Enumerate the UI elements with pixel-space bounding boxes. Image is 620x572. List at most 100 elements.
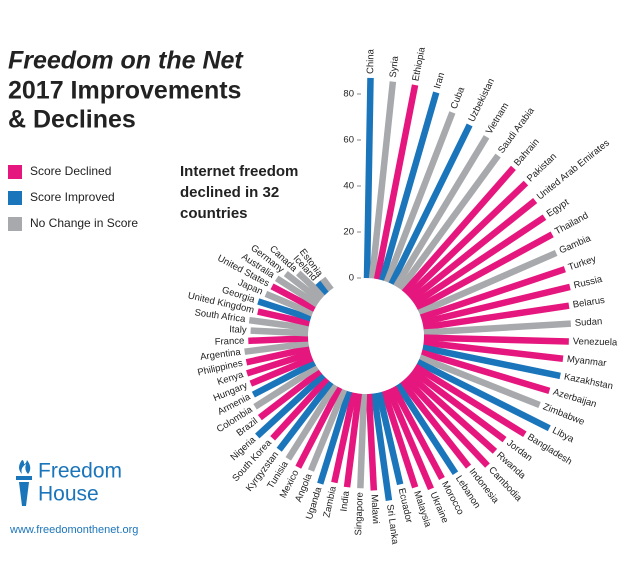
- category-label: Malawi: [369, 494, 381, 524]
- bar: [296, 270, 326, 299]
- bar: [274, 275, 320, 308]
- bar: [276, 380, 334, 452]
- annotation-line: declined in 32: [180, 184, 279, 201]
- category-label: Argentina: [200, 347, 242, 363]
- bar: [370, 392, 393, 501]
- bar: [257, 308, 311, 327]
- bar: [363, 77, 374, 279]
- category-label: Myanmar: [566, 354, 607, 369]
- category-label: Italy: [229, 324, 247, 336]
- bar: [368, 81, 397, 279]
- bar: [409, 198, 538, 303]
- bar: [407, 372, 498, 454]
- category-label: Syria: [388, 55, 401, 78]
- bar: [375, 391, 404, 486]
- bar: [245, 345, 311, 366]
- category-label: Sudan: [574, 316, 602, 329]
- category-label: Iran: [432, 71, 447, 90]
- legend-label: No Change in Score: [30, 216, 138, 230]
- bar: [421, 283, 571, 326]
- category-label: Singapore: [353, 492, 366, 536]
- category-label: Cuba: [449, 85, 468, 111]
- bar: [419, 266, 566, 321]
- bar: [317, 390, 352, 485]
- bar: [251, 359, 317, 398]
- bar: [357, 393, 368, 489]
- bar: [403, 376, 490, 468]
- category-label: France: [215, 336, 245, 348]
- category-label: India: [339, 490, 353, 513]
- bar: [257, 298, 312, 322]
- legend-label: Score Declined: [30, 164, 111, 178]
- logo-icon: [16, 460, 32, 506]
- bar: [373, 84, 419, 280]
- bar: [413, 363, 527, 438]
- bar: [343, 393, 362, 488]
- y-tick-label: 40: [343, 181, 354, 192]
- category-label: Gambia: [558, 233, 594, 257]
- bar: [250, 327, 309, 337]
- category-label: Egypt: [545, 197, 572, 220]
- bar: [412, 214, 547, 307]
- bar: [270, 283, 317, 312]
- bar: [418, 354, 541, 409]
- bar: [423, 339, 564, 362]
- y-tick-label: 0: [349, 273, 354, 284]
- bar: [410, 368, 507, 443]
- bar: [405, 180, 529, 299]
- bar: [253, 364, 319, 410]
- bar: [255, 372, 326, 439]
- bar: [380, 390, 419, 489]
- legend-swatch: [8, 217, 22, 231]
- bar: [315, 280, 330, 296]
- logo-text: Freedom: [38, 460, 122, 483]
- bar: [246, 350, 312, 377]
- category-label: Kazakhstan: [563, 371, 614, 392]
- bar: [365, 393, 378, 491]
- bar: [257, 368, 323, 421]
- bar: [390, 385, 445, 481]
- category-label: Vietnam: [484, 101, 511, 136]
- bar: [307, 388, 348, 472]
- url: www.freedomonthenet.org: [9, 524, 138, 536]
- annotation-line: Internet freedom: [180, 163, 298, 180]
- bar: [417, 249, 558, 316]
- category-label: Venezuela: [573, 336, 618, 348]
- bar: [415, 231, 554, 312]
- bar: [420, 349, 551, 394]
- bar: [416, 359, 551, 432]
- bar: [244, 340, 309, 355]
- category-label: Sri Lanka: [384, 504, 401, 546]
- legend-swatch: [8, 191, 22, 205]
- bar: [248, 316, 309, 332]
- bar: [283, 270, 323, 303]
- category-label: Libya: [550, 425, 576, 445]
- bar: [320, 276, 334, 292]
- category-label: Turkey: [567, 254, 598, 274]
- annotation-line: countries: [180, 205, 248, 222]
- bar: [401, 165, 516, 295]
- bar: [383, 111, 456, 284]
- category-label: Belarus: [572, 295, 606, 311]
- bar: [422, 344, 561, 380]
- bar: [423, 334, 569, 345]
- bar: [331, 392, 357, 484]
- y-tick-label: 20: [343, 227, 354, 238]
- bar: [394, 382, 459, 476]
- logo-text: House: [38, 483, 99, 506]
- bar: [399, 379, 472, 469]
- category-label: Russia: [573, 274, 605, 292]
- bar: [388, 123, 473, 286]
- legend-label: Score Improved: [30, 190, 115, 204]
- bar: [397, 153, 501, 292]
- category-label: Ethiopia: [410, 46, 428, 83]
- bar: [393, 135, 490, 289]
- bar: [248, 335, 309, 345]
- legend-swatch: [8, 165, 22, 179]
- bar: [295, 386, 343, 469]
- bar: [264, 290, 314, 317]
- title-line: & Declines: [8, 106, 136, 134]
- title-line: 2017 Improvements: [8, 77, 241, 105]
- bar: [423, 320, 572, 336]
